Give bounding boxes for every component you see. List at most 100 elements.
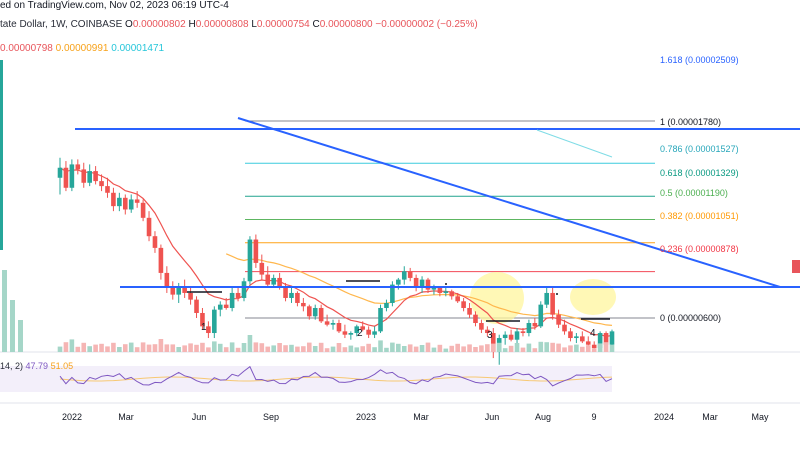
volume-bar — [449, 345, 455, 352]
chart-header: ed on TradingView.com, Nov 02, 2023 06:1… — [0, 0, 233, 11]
volume-bar — [431, 347, 437, 352]
volume-bar — [437, 344, 443, 352]
volume-bar — [396, 343, 401, 352]
candle-body — [401, 271, 407, 280]
candle-body — [235, 292, 241, 298]
dot-1 — [556, 293, 558, 295]
candle-body — [556, 314, 561, 325]
candle-body — [206, 326, 211, 334]
wave-label-2: 2 — [357, 328, 363, 339]
candle-body — [259, 262, 265, 275]
candle-body — [413, 277, 419, 288]
candle-body — [348, 333, 354, 335]
volume-bar — [330, 346, 336, 352]
volume-bar — [223, 347, 229, 352]
volume-bar — [342, 347, 348, 352]
x-tick-2023: 2023 — [355, 412, 377, 422]
volume-bar — [128, 342, 134, 352]
volume-bar — [467, 344, 472, 352]
candle-body — [81, 169, 87, 183]
volume-bar — [502, 348, 508, 352]
volume-bar — [585, 345, 591, 352]
candle-body — [443, 291, 449, 293]
volume-bar — [609, 344, 615, 352]
candle-body — [437, 287, 443, 293]
candle-body — [200, 312, 205, 327]
candle-body — [318, 307, 324, 322]
candle-body — [425, 279, 431, 290]
volume-bar-left — [10, 300, 15, 352]
ohlc-readout: O0.00000802 H0.00000808 L0.00000754 C0.0… — [125, 19, 478, 30]
volume-bar — [312, 346, 318, 352]
candle-body — [122, 197, 128, 210]
volume-bar — [277, 343, 282, 352]
last-price-tag — [792, 260, 800, 273]
volume-bar — [591, 348, 597, 352]
volume-bar — [490, 343, 496, 352]
volume-bar — [182, 345, 187, 352]
candle-body — [152, 236, 158, 248]
candle-body — [111, 192, 116, 207]
volume-bar — [443, 348, 449, 352]
candle-body — [609, 331, 615, 345]
wave-label-4: 4 — [590, 328, 596, 339]
candle-body — [63, 167, 69, 188]
volume-bar — [247, 335, 253, 352]
change-value: −0.00000002 (−0.25%) — [375, 19, 478, 30]
candle-body — [283, 286, 288, 298]
candle-body — [562, 324, 567, 332]
candle-body — [253, 239, 259, 263]
candle-body — [134, 199, 140, 203]
volume-bar — [117, 347, 122, 352]
candle-body — [182, 286, 187, 293]
ema-orange-value: 0.00000991 — [55, 43, 109, 54]
volume-bar — [69, 339, 75, 352]
candle-body — [574, 336, 579, 339]
candle-body — [591, 344, 597, 349]
candle-body — [277, 277, 282, 287]
fib-label-0618: 0.618 (0.00001329) — [660, 168, 739, 178]
wave-label-1: 1 — [201, 322, 207, 333]
candle-body — [146, 217, 152, 237]
candle-body — [229, 292, 235, 308]
volume-bar — [194, 344, 199, 352]
volume-bar — [407, 344, 413, 352]
volume-bar — [158, 339, 164, 352]
volume-bar — [532, 348, 538, 352]
candle-body — [194, 299, 199, 313]
x-tick-jun-22: Jun — [191, 412, 207, 422]
volume-bar — [176, 347, 182, 352]
candle-body — [479, 323, 484, 330]
volume-bar — [413, 346, 419, 352]
candle-body — [223, 304, 229, 308]
x-tick-may-24: May — [751, 412, 769, 422]
candle-body — [538, 304, 544, 327]
volume-bar — [354, 347, 360, 352]
wave4-highlight — [570, 279, 616, 315]
descending-trendline — [237, 117, 781, 288]
x-tick-2022: 2022 — [61, 412, 83, 422]
volume-bar — [200, 342, 205, 352]
volume-bar — [265, 346, 271, 352]
candle-body — [336, 323, 342, 332]
candle-body — [597, 333, 603, 349]
candle-body — [378, 307, 383, 332]
candle-body — [176, 286, 182, 295]
volume-bar — [111, 342, 116, 352]
candle-body — [360, 326, 366, 330]
published-info: ed on TradingView.com, Nov 02, 2023 06:1… — [0, 0, 229, 11]
fib-label-1618: 1.618 (0.00002509) — [660, 55, 739, 65]
rsi-band — [0, 366, 612, 392]
candle-body — [295, 292, 300, 303]
candle-body — [312, 307, 318, 317]
candle-body — [550, 292, 555, 315]
volume-bar — [372, 347, 377, 352]
volume-bar — [259, 343, 265, 352]
volume-bar — [152, 344, 158, 352]
volume-bar — [461, 346, 466, 352]
volume-bar — [146, 344, 152, 352]
candle-body — [69, 164, 75, 188]
candle-body — [461, 301, 466, 308]
volume-bar-left — [2, 270, 7, 352]
